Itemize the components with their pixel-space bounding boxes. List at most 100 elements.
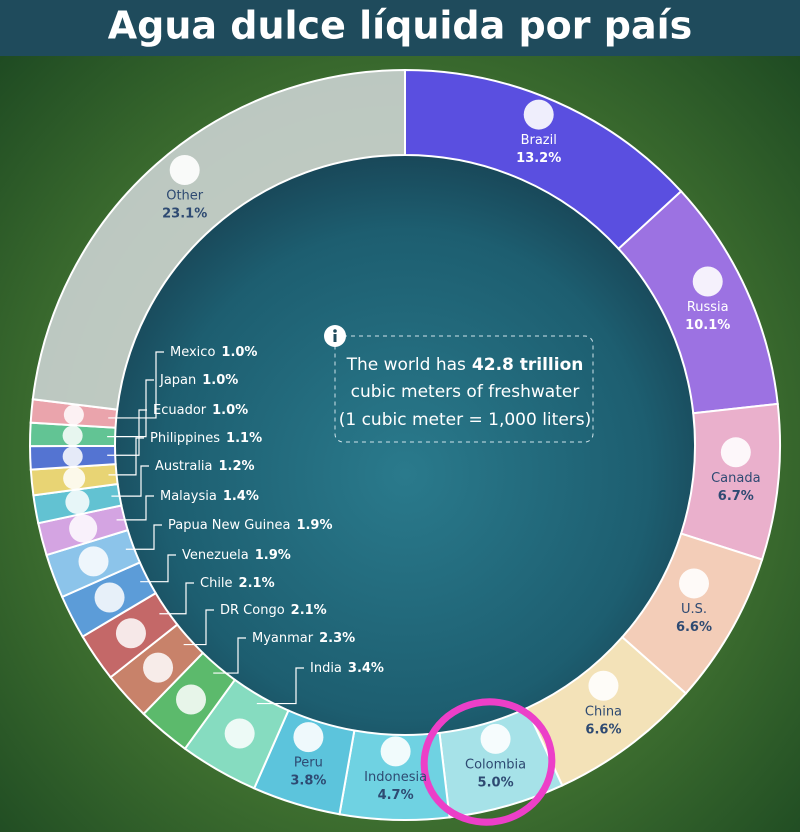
value-label: 6.7%: [718, 489, 754, 504]
chart-title: Agua dulce líquida por país: [108, 4, 693, 48]
category-name: DR Congo: [220, 603, 285, 618]
category-label: Japan 1.0%: [159, 373, 238, 388]
annotation-line: cubic meters of freshwater: [351, 382, 580, 402]
value-label: 2.3%: [319, 631, 355, 646]
connector: [183, 609, 214, 646]
connector: [213, 637, 246, 674]
category-name: Venezuela: [182, 548, 249, 563]
category-name: Ecuador: [153, 403, 207, 418]
value-label: 1.4%: [223, 489, 259, 504]
category-name: Australia: [155, 459, 213, 474]
category-label: Papua New Guinea 1.9%: [168, 518, 333, 533]
category-name: Papua New Guinea: [168, 518, 290, 533]
category-label: Brazil: [521, 133, 557, 148]
category-label: Ecuador 1.0%: [153, 403, 248, 418]
flag: [69, 514, 98, 543]
category-label: Colombia: [465, 757, 526, 772]
category-label: Chile 2.1%: [200, 576, 275, 591]
value-label: 2.1%: [291, 603, 327, 618]
category-label: Australia 1.2%: [155, 459, 255, 474]
flag: [480, 723, 511, 754]
value-label: 1.0%: [221, 345, 257, 360]
category-name: Malaysia: [160, 489, 217, 504]
info-icon-bar: [333, 334, 337, 342]
flag: [720, 437, 751, 468]
value-label: 5.0%: [478, 775, 514, 790]
value-label: 1.1%: [226, 431, 262, 446]
category-label: Malaysia 1.4%: [160, 489, 259, 504]
connector: [108, 351, 164, 419]
flag: [143, 652, 174, 683]
connector: [108, 437, 144, 476]
flag: [176, 684, 207, 715]
connector: [111, 465, 149, 497]
category-label: Other: [166, 188, 204, 203]
flag: [293, 722, 324, 753]
category-label: Canada: [711, 471, 760, 486]
category-name: Myanmar: [252, 631, 314, 646]
flag: [65, 490, 90, 515]
connector: [159, 582, 194, 615]
flag: [62, 446, 83, 467]
flag: [224, 718, 255, 749]
category-label: DR Congo 2.1%: [220, 603, 327, 618]
flag: [94, 582, 125, 613]
value-label: 1.0%: [202, 373, 238, 388]
connector: [107, 409, 147, 456]
flag: [63, 404, 84, 425]
category-name: Japan: [159, 373, 196, 388]
category-label: U.S.: [681, 602, 707, 617]
segment: [31, 68, 406, 411]
category-label: Myanmar 2.3%: [252, 631, 355, 646]
category-label: Mexico 1.0%: [170, 345, 257, 360]
value-label: 13.2%: [516, 151, 561, 166]
flag: [588, 670, 619, 701]
flag: [115, 618, 146, 649]
annotation-line: The world has 42.8 trillion: [346, 355, 584, 375]
value-label: 6.6%: [676, 620, 712, 635]
value-label: 23.1%: [162, 206, 207, 221]
category-name: Philippines: [150, 431, 220, 446]
connector: [116, 495, 154, 521]
category-label: Indonesia: [364, 770, 427, 785]
value-label: 4.7%: [378, 788, 414, 803]
flag: [523, 99, 554, 130]
value-label: 1.9%: [255, 548, 291, 563]
category-name: Chile: [200, 576, 233, 591]
annotation-line: (1 cubic meter = 1,000 liters): [339, 410, 592, 430]
connector: [256, 667, 304, 705]
flag: [380, 736, 411, 767]
category-label: Venezuela 1.9%: [182, 548, 291, 563]
value-label: 1.2%: [219, 459, 255, 474]
flag: [78, 546, 109, 577]
value-label: 3.8%: [290, 774, 326, 789]
lake: [115, 155, 695, 735]
flag: [63, 467, 86, 490]
flag: [169, 154, 200, 185]
annotation-highlight: 42.8 trillion: [472, 355, 583, 375]
value-label: 1.0%: [212, 403, 248, 418]
value-label: 1.9%: [296, 518, 332, 533]
value-label: 6.6%: [585, 722, 621, 737]
flag: [678, 568, 709, 599]
category-label: Russia: [687, 300, 729, 315]
category-label: India 3.4%: [310, 661, 384, 676]
value-label: 10.1%: [685, 318, 730, 333]
info-icon-dot: [333, 329, 337, 333]
value-label: 2.1%: [239, 576, 275, 591]
highlight-circle: [420, 698, 556, 826]
connector: [140, 554, 176, 583]
flag: [62, 425, 83, 446]
category-name: Mexico: [170, 345, 215, 360]
connector: [107, 379, 154, 438]
value-label: 3.4%: [348, 661, 384, 676]
category-label: Philippines 1.1%: [150, 431, 262, 446]
connector: [125, 524, 162, 550]
annotation-text: The world has: [346, 355, 466, 375]
title-bar: [0, 0, 800, 56]
category-label: China: [585, 704, 622, 719]
flag: [692, 266, 723, 297]
category-name: India: [310, 661, 342, 676]
